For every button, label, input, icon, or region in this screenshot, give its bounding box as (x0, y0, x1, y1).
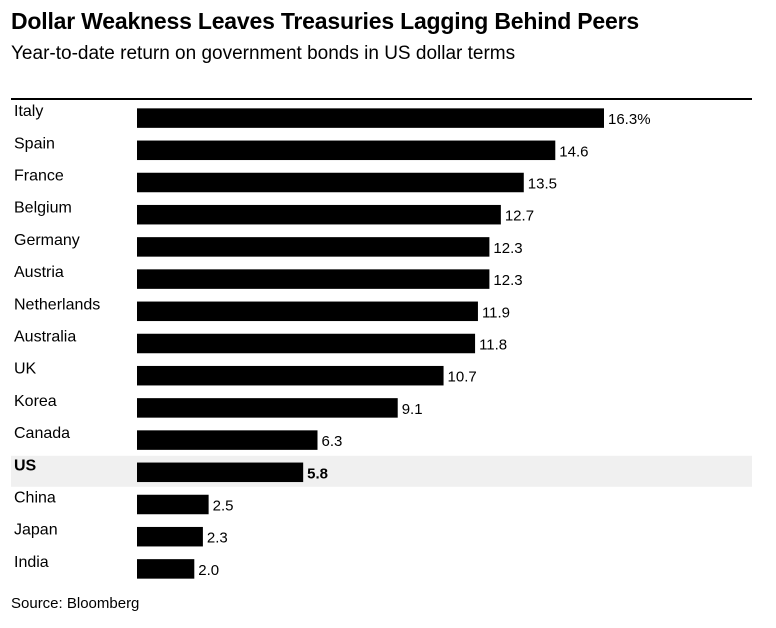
bar (137, 559, 195, 579)
bar (137, 494, 209, 515)
bar (137, 140, 556, 161)
category-label: Korea (14, 393, 57, 410)
header-rule (11, 98, 752, 100)
bar (137, 462, 304, 483)
bar (137, 172, 524, 193)
chart-title: Dollar Weakness Leaves Treasuries Laggin… (11, 8, 639, 34)
bar (137, 398, 398, 418)
data-label: 2.0 (198, 562, 219, 579)
data-label: 12.7 (505, 208, 534, 225)
category-label: Austria (14, 264, 64, 281)
bar (137, 204, 501, 225)
category-label: France (14, 168, 64, 185)
category-label: Netherlands (14, 296, 100, 313)
data-label: 11.9 (482, 304, 510, 321)
data-label: 16.3% (608, 111, 651, 128)
bar (137, 333, 476, 354)
bar (137, 365, 444, 386)
data-label: 2.5 (213, 498, 234, 515)
bar (137, 526, 203, 547)
chart-subtitle: Year-to-date return on government bonds … (11, 43, 516, 64)
data-label: 12.3 (493, 240, 522, 257)
bar (137, 108, 604, 128)
category-label: Italy (14, 103, 43, 120)
category-label: Belgium (14, 200, 72, 217)
category-label: US (14, 457, 37, 474)
bar (137, 430, 318, 450)
data-label: 14.6 (559, 143, 588, 160)
data-label: 10.7 (448, 369, 477, 386)
category-label: China (14, 490, 56, 507)
data-label: 13.5 (528, 176, 557, 193)
category-label: Australia (14, 329, 76, 346)
bar (137, 237, 490, 257)
category-label: Japan (14, 522, 58, 539)
data-label: 6.3 (321, 433, 342, 450)
data-label: 12.3 (493, 272, 522, 289)
category-label: Spain (14, 135, 55, 152)
source-note: Source: Bloomberg (11, 595, 140, 612)
data-label: 2.3 (207, 530, 228, 547)
bar (137, 269, 490, 289)
data-label: 5.8 (307, 465, 328, 482)
highlight-row-us (11, 455, 752, 487)
data-label: 9.1 (402, 401, 423, 418)
bar (137, 301, 478, 322)
category-label: India (14, 554, 49, 571)
category-label: Canada (14, 425, 70, 442)
data-label: 11.8 (479, 337, 507, 354)
category-label: Germany (14, 232, 80, 249)
category-label: UK (14, 361, 37, 378)
bar-chart: Italy 16.3% Spain 14.6 France 13.5 Belgium 12.7… (11, 103, 752, 579)
